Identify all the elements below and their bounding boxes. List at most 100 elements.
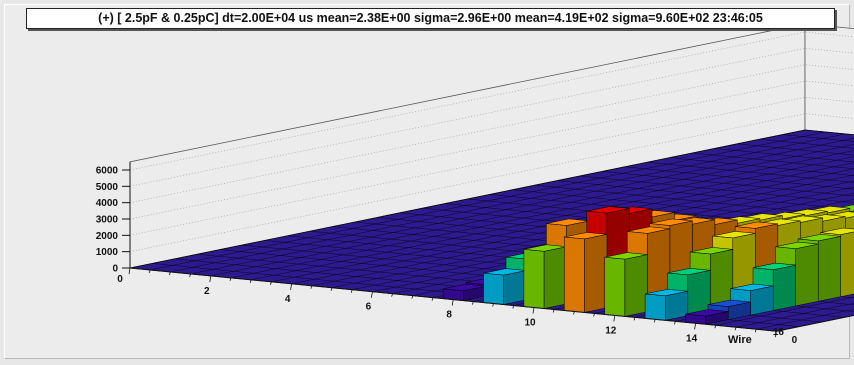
bar-side-face	[795, 243, 819, 307]
z-tick-label: 0	[112, 264, 118, 275]
x-tick-label: 10	[524, 318, 536, 329]
x-tick-mark	[734, 327, 737, 331]
bar-top-face	[820, 227, 854, 235]
floor-gridline	[714, 148, 854, 163]
x-tick-label: 6	[366, 302, 372, 313]
bar-top-face	[586, 206, 630, 214]
bar-top-face	[627, 226, 670, 234]
lego-bar	[523, 244, 567, 309]
bar-top-face	[775, 241, 819, 249]
x-tick-label: 12	[605, 325, 617, 336]
x-tick-mark	[492, 303, 494, 307]
x-tick-mark	[411, 295, 414, 299]
lego-bar	[604, 252, 648, 317]
x-tick-mark	[249, 279, 252, 283]
x-tick-mark	[391, 293, 393, 297]
bar-top-face	[797, 234, 841, 242]
floor-gridline	[647, 162, 854, 183]
bar-top-face	[735, 221, 778, 229]
x-tick-mark	[189, 273, 191, 278]
bar-front-face	[604, 256, 626, 317]
x-tick-mark	[472, 301, 474, 305]
lego-bars	[442, 204, 854, 325]
bar-front-face	[644, 293, 666, 321]
bar-side-face	[687, 269, 711, 317]
bar-side-face	[584, 233, 608, 313]
z-tick-label: 4000	[96, 198, 119, 209]
bar-side-face	[772, 264, 796, 311]
floor-gridline	[210, 144, 854, 277]
bar-side-face	[665, 290, 689, 321]
floor-gridline	[602, 171, 854, 197]
lego-bar	[483, 268, 527, 305]
x-tick-mark	[209, 275, 212, 282]
x-tick-mark	[431, 297, 434, 301]
floor-gridline	[129, 129, 806, 269]
bar-top-face	[645, 289, 688, 297]
bar-top-face	[712, 231, 756, 239]
x-tick-mark	[310, 285, 313, 289]
bar-side-face	[543, 246, 567, 309]
x-tick-mark	[290, 283, 292, 290]
floor-gridline	[735, 302, 854, 328]
bar-top-face	[685, 309, 729, 317]
x-axis: 0 2 4 6 8 10 12 14 16	[117, 267, 785, 344]
x-tick-label: 14	[686, 333, 698, 344]
floor-gridline	[624, 166, 854, 190]
bar-top-face	[667, 268, 711, 276]
z-tick-label: 5000	[96, 182, 119, 193]
floor-gridline	[737, 143, 854, 156]
bar-front-face	[523, 249, 545, 309]
back-wall	[804, 23, 854, 136]
y-tick-label: 0	[792, 335, 798, 346]
bar-side-face	[503, 270, 527, 305]
bar-top-face	[707, 299, 751, 307]
x-tick-label: 0	[117, 274, 123, 285]
x-tick-mark	[270, 281, 272, 285]
z-tick-label: 1000	[96, 247, 119, 258]
x-tick-mark	[633, 317, 636, 321]
floor-gridline	[557, 180, 854, 210]
floor-gridline	[190, 138, 854, 275]
x-tick-mark	[754, 329, 757, 333]
lego-bar	[564, 232, 608, 313]
x-tick-mark	[330, 287, 333, 291]
floor-gridline	[579, 175, 854, 203]
bar-top-face	[690, 247, 733, 255]
floor-gridline	[534, 185, 854, 217]
bar-top-face	[730, 283, 774, 291]
x-tick-mark	[573, 311, 575, 315]
x-tick-label: 4	[285, 294, 291, 305]
bar-top-face	[752, 262, 796, 270]
x-tick-mark	[512, 305, 515, 309]
lego-bar	[644, 289, 689, 321]
lego-bar	[685, 309, 729, 325]
bar-side-face	[840, 231, 854, 298]
x-tick-label: 8	[446, 310, 452, 321]
x-tick-mark	[674, 321, 676, 325]
bar-front-face	[564, 236, 585, 313]
bar-top-face	[564, 232, 608, 240]
x-tick-label: 16	[773, 327, 785, 338]
bar-front-face	[483, 272, 504, 305]
z-tick-label: 2000	[96, 231, 119, 242]
x-tick-mark	[694, 323, 696, 330]
floor-gridline	[150, 131, 826, 271]
x-tick-mark	[371, 291, 373, 298]
z-tick-label: 3000	[96, 215, 119, 226]
x-tick-mark	[714, 325, 717, 329]
x-tick-mark	[653, 319, 656, 323]
x-tick-mark	[593, 313, 595, 317]
floor-gridline	[715, 296, 854, 326]
x-tick-mark	[613, 315, 616, 322]
floor-gridline	[669, 157, 854, 176]
floor-gridline	[170, 133, 846, 273]
floor-gridline	[692, 152, 854, 169]
z-axis: 0 1000 2000 3000 4000 5000 6000	[96, 161, 131, 275]
x-tick-mark	[532, 307, 535, 314]
bar-side-face	[624, 254, 648, 317]
z-tick-label: 6000	[96, 166, 119, 177]
bar-top-face	[649, 218, 693, 226]
x-tick-mark	[451, 299, 454, 306]
